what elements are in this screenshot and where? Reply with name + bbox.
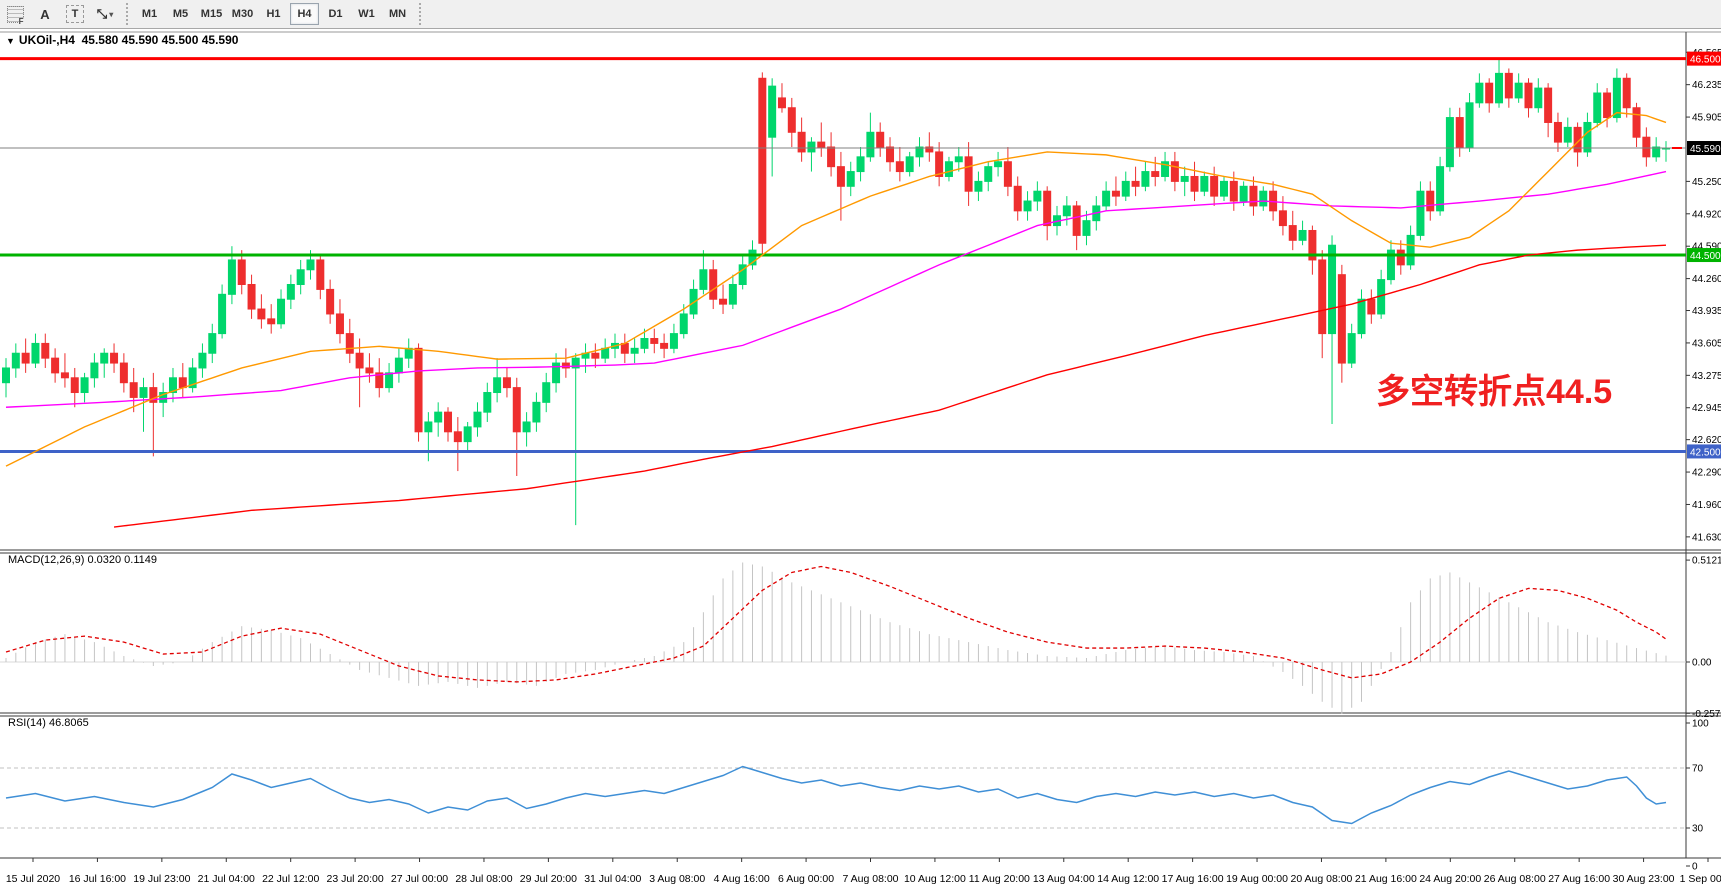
price-tick-label: 46.235 — [1692, 80, 1721, 91]
chart-window: 46.56546.23545.90545.25044.92044.59044.2… — [0, 30, 1721, 894]
timeframe-m5-button[interactable]: M5 — [172, 8, 189, 20]
time-axis-label: 11 Aug 20:00 — [969, 873, 1030, 885]
macd-signal-line — [5, 565, 1667, 683]
price-tick-label: 44.920 — [1692, 209, 1721, 220]
svg-text:46.500: 46.500 — [1690, 55, 1721, 66]
time-axis-label: 27 Aug 16:00 — [1548, 873, 1610, 885]
chart-title: ▼ UKOil-,H4 45.580 45.590 45.500 45.590 — [6, 33, 238, 47]
macd-axis-label: -0.2578 — [1692, 709, 1721, 720]
rsi-axis-label: 70 — [1692, 764, 1704, 775]
price-tag-42.500 — [1687, 444, 1721, 459]
toolbar-separator — [419, 3, 421, 25]
timeframe-w1-button[interactable]: W1 — [358, 8, 375, 20]
price-tick-label: 43.935 — [1692, 306, 1721, 317]
time-axis-label: 17 Aug 16:00 — [1162, 873, 1224, 885]
time-axis-label: 14 Aug 12:00 — [1097, 873, 1159, 885]
time-axis-label: 22 Jul 12:00 — [262, 873, 319, 885]
rsi-axis-label: 0 — [1692, 862, 1698, 873]
price-tick-label: 42.945 — [1692, 403, 1721, 414]
time-axis-label: 10 Aug 12:00 — [904, 873, 966, 885]
price-tag-45.590 — [1687, 141, 1721, 155]
price-tick-label: 44.590 — [1692, 242, 1721, 253]
collapse-arrow-icon[interactable]: ▼ — [6, 36, 15, 46]
timeframe-m30-button[interactable]: M30 — [231, 8, 254, 20]
chart-canvas[interactable]: 46.56546.23545.90545.25044.92044.59044.2… — [0, 30, 1721, 894]
rsi-axis-label: 30 — [1692, 824, 1704, 835]
ohlc-values: 45.580 45.590 45.500 45.590 — [81, 33, 239, 47]
svg-text:42.500: 42.500 — [1690, 447, 1721, 458]
toolbar: F A T ⤡ ▾ M1 M5 M15 M30 H1 H4 D1 W1 MN — [0, 0, 1721, 29]
time-axis-label: 24 Aug 20:00 — [1419, 873, 1481, 885]
price-tick-label: 43.275 — [1692, 371, 1721, 382]
time-axis-label: 28 Jul 08:00 — [455, 873, 512, 885]
time-axis-label: 21 Jul 04:00 — [198, 873, 255, 885]
price-tick-label: 45.905 — [1692, 113, 1721, 124]
price-tick-label: 42.290 — [1692, 468, 1721, 479]
dropdown-caret-icon[interactable]: ▾ — [109, 9, 114, 19]
time-axis-label: 6 Aug 00:00 — [778, 873, 834, 885]
time-axis-label: 27 Jul 00:00 — [391, 873, 448, 885]
price-tag-44.500 — [1687, 248, 1721, 263]
time-axis-label: 19 Jul 23:00 — [133, 873, 190, 885]
macd-axis-label: 0.5121 — [1692, 556, 1721, 567]
timeframe-mn-button[interactable]: MN — [388, 8, 407, 20]
time-axis-label: 4 Aug 16:00 — [714, 873, 770, 885]
time-axis-label: 3 Aug 08:00 — [649, 873, 705, 885]
macd-indicator-label: MACD(12,26,9) 0.0320 0.1149 — [8, 554, 157, 566]
price-tick-label: 42.620 — [1692, 435, 1721, 446]
timeframe-m1-button[interactable]: M1 — [141, 8, 158, 20]
ma-mid-line — [5, 170, 1667, 408]
arrows-icon[interactable]: ⤡ ▾ — [96, 6, 114, 21]
time-axis-label: 21 Aug 16:00 — [1355, 873, 1417, 885]
time-axis-label: 26 Aug 08:00 — [1484, 873, 1546, 885]
time-axis-label: 31 Jul 04:00 — [584, 873, 641, 885]
rsi-line — [5, 765, 1667, 825]
time-axis-label: 13 Aug 04:00 — [1033, 873, 1095, 885]
timeframe-h1-button[interactable]: H1 — [266, 8, 281, 20]
price-tick-label: 41.960 — [1692, 500, 1721, 511]
chart-annotation-text: 多空转折点44.5 — [1376, 373, 1613, 411]
svg-text:44.500: 44.500 — [1690, 251, 1721, 262]
time-axis-label: 1 Sep 00:00 — [1680, 873, 1721, 885]
price-tick-label: 44.260 — [1692, 274, 1721, 285]
time-axis-label: 20 Aug 08:00 — [1291, 873, 1353, 885]
rsi-indicator-label: RSI(14) 46.8065 — [8, 717, 89, 729]
price-tick-label: 45.250 — [1692, 177, 1721, 188]
time-axis-label: 19 Aug 00:00 — [1226, 873, 1288, 885]
rsi-axis-label: 100 — [1692, 719, 1709, 730]
macd-axis-label: 0.00 — [1692, 658, 1712, 669]
price-tick-label: 41.630 — [1692, 532, 1721, 543]
text-box-icon[interactable]: T — [63, 3, 87, 25]
time-axis-label: 7 Aug 08:00 — [842, 873, 898, 885]
time-axis-label: 15 Jul 2020 — [6, 873, 60, 885]
timeframe-h4-button[interactable]: H4 — [290, 3, 319, 25]
chart-grid-icon[interactable]: F — [3, 3, 27, 26]
price-tick-label: 43.605 — [1692, 338, 1721, 349]
price-tag-46.500 — [1687, 51, 1721, 66]
candlestick-layer — [2, 58, 1670, 526]
timeframe-d1-button[interactable]: D1 — [328, 8, 343, 20]
text-label-icon[interactable]: A — [40, 6, 50, 22]
symbol-period-label: UKOil-,H4 — [18, 33, 75, 47]
time-axis-label: 23 Jul 20:00 — [327, 873, 384, 885]
time-axis-label: 16 Jul 16:00 — [69, 873, 126, 885]
macd-histogram — [5, 562, 1667, 714]
toolbar-separator — [126, 3, 128, 25]
svg-text:45.590: 45.590 — [1690, 144, 1721, 155]
ma-fast-line — [5, 111, 1667, 467]
time-axis-label: 30 Aug 23:00 — [1613, 873, 1675, 885]
time-axis-label: 29 Jul 20:00 — [520, 873, 577, 885]
timeframe-m15-button[interactable]: M15 — [200, 8, 223, 20]
ma-slow-line — [113, 244, 1667, 528]
